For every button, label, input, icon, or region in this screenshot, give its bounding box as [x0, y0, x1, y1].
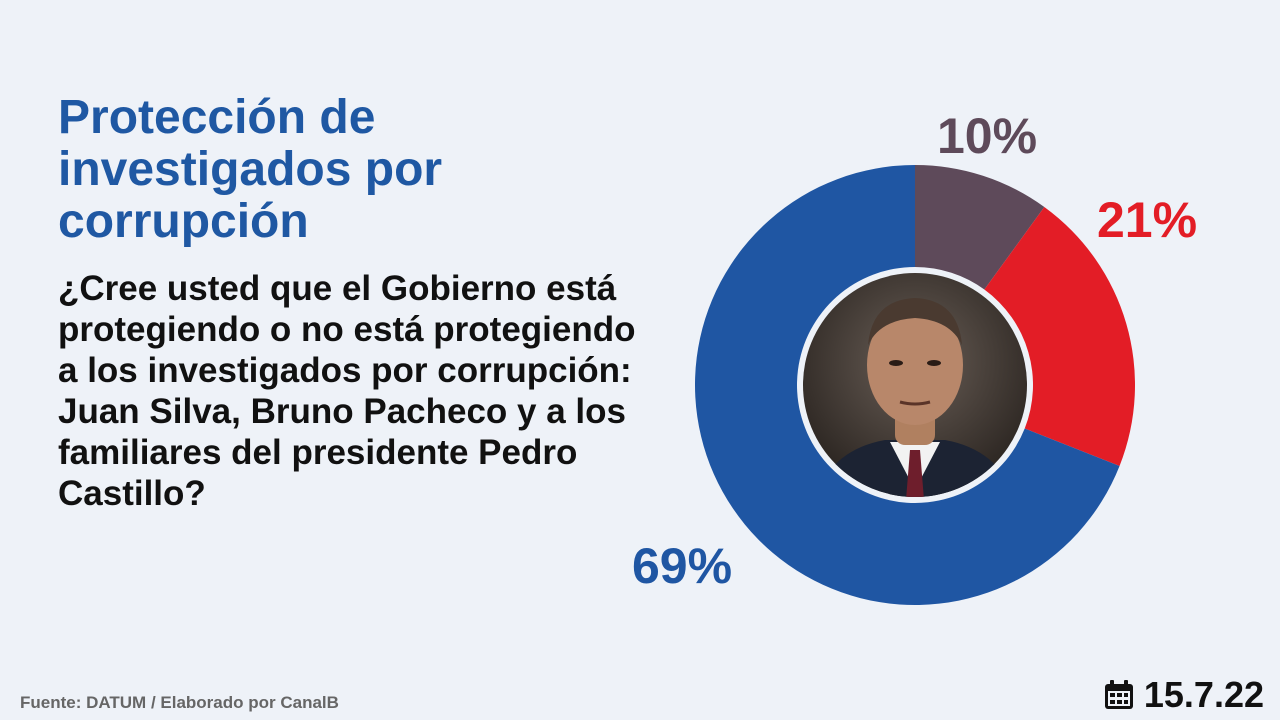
- slice-label-69: 69%: [632, 538, 733, 594]
- date-stamp: 15.7.22: [1102, 673, 1264, 717]
- donut-slice-21: [984, 207, 1135, 466]
- calendar-icon: [1104, 680, 1133, 709]
- survey-question: ¿Cree usted que el Gobierno está protegi…: [58, 269, 636, 513]
- source-note: Fuente: DATUM / Elaborado por CanalB: [20, 693, 339, 712]
- donut-chart: [695, 165, 1135, 606]
- slice-label-10: 10%: [937, 108, 1038, 164]
- donut-slice-69: [695, 165, 1120, 606]
- donut-slice-10: [915, 165, 1045, 290]
- portrait-photo: [803, 273, 1027, 497]
- page-title: Protección de investigados por corrupció…: [58, 91, 443, 248]
- slice-label-21: 21%: [1097, 192, 1198, 248]
- date-text: 15.7.22: [1143, 674, 1264, 715]
